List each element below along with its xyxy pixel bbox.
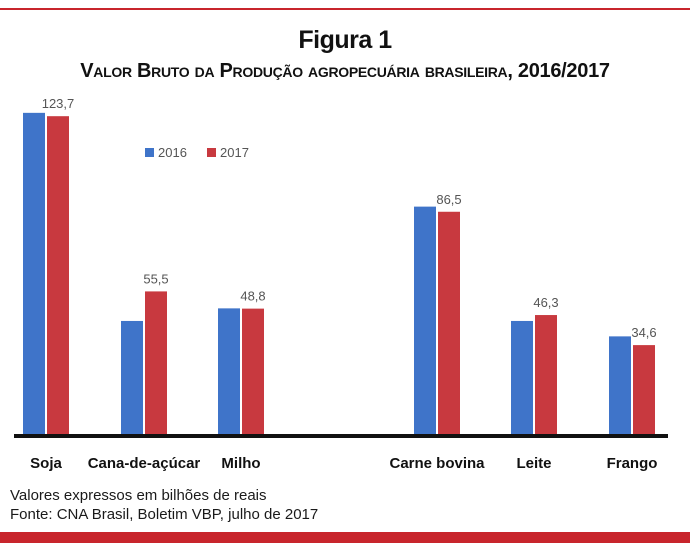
data-label-5: 46,3 [533, 295, 558, 310]
bottom-rule [0, 532, 690, 543]
category-label-4: Carne bovina [389, 455, 485, 472]
category-label-5: Leite [516, 455, 551, 472]
legend-swatch-2016 [145, 148, 154, 157]
legend-label-2017: 2017 [220, 145, 249, 160]
data-label-6: 34,6 [631, 325, 656, 340]
bar-2017-4 [438, 211, 460, 434]
data-label-3: 48,8 [240, 289, 265, 304]
bar-2016-4 [414, 206, 436, 434]
legend-label-2016: 2016 [158, 145, 187, 160]
top-rule [0, 8, 690, 10]
bar-2016-6 [609, 336, 631, 434]
data-label-2: 55,5 [143, 271, 168, 286]
bar-2016-1 [23, 112, 45, 434]
category-label-6: Frango [607, 455, 658, 472]
category-label-2: Cana-de-açúcar [88, 455, 201, 472]
units-note: Valores expressos em bilhões de reais [10, 487, 267, 504]
legend-swatch-2017 [207, 148, 216, 157]
source-note: Fonte: CNA Brasil, Boletim VBP, julho de… [10, 506, 319, 523]
bar-2016-2 [121, 320, 143, 434]
category-label-1: Soja [30, 455, 62, 472]
figure-label: Figura 1 [298, 26, 392, 54]
bar-2017-5 [535, 315, 557, 434]
data-label-1: 123,7 [42, 96, 75, 111]
bar-2017-1 [47, 116, 69, 434]
figure-title: Valor Bruto da Produção agropecuária bra… [80, 60, 610, 82]
bar-2016-3 [218, 308, 240, 434]
data-label-4: 86,5 [436, 192, 461, 207]
bar-2017-2 [145, 291, 167, 434]
bar-2017-3 [242, 308, 264, 434]
category-label-3: Milho [221, 455, 260, 472]
bar-2017-6 [633, 345, 655, 434]
bar-2016-5 [511, 320, 533, 434]
